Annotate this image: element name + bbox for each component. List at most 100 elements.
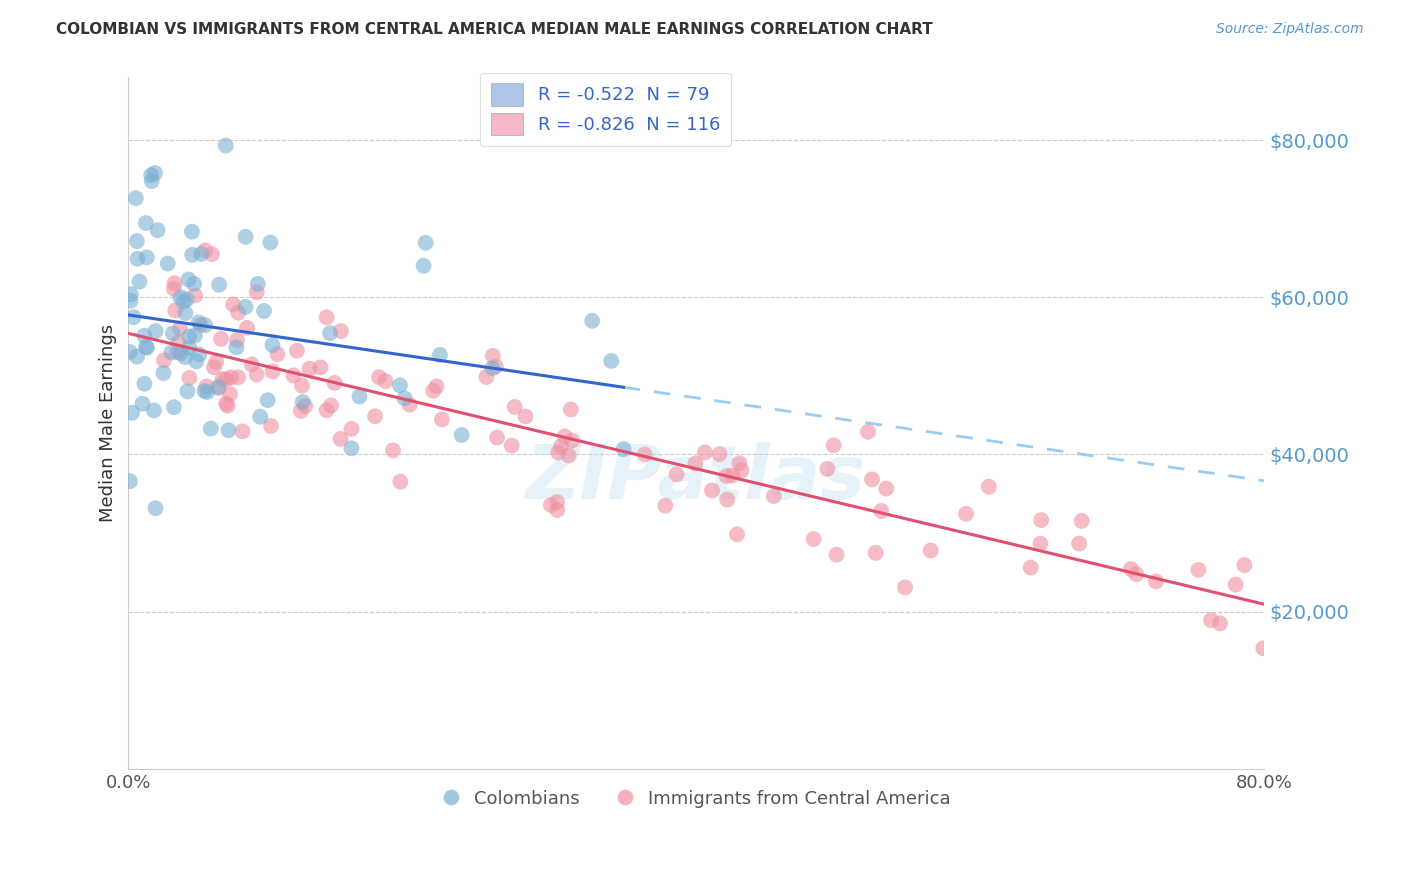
Point — [222, 297, 245, 311]
Point — [141, 168, 163, 182]
Point — [188, 347, 211, 361]
Point — [340, 442, 363, 456]
Point — [825, 548, 848, 562]
Y-axis label: Median Male Earnings: Median Male Earnings — [100, 324, 117, 522]
Point — [219, 370, 242, 384]
Point — [256, 393, 278, 408]
Point — [260, 419, 283, 434]
Point — [803, 532, 825, 546]
Point — [174, 350, 197, 364]
Point — [262, 364, 284, 378]
Point — [725, 527, 748, 541]
Point — [169, 321, 191, 335]
Point — [235, 229, 257, 244]
Point — [195, 384, 218, 399]
Point — [262, 338, 284, 352]
Point — [486, 431, 509, 445]
Point — [121, 406, 143, 420]
Point — [415, 235, 437, 250]
Point — [215, 138, 238, 153]
Point — [546, 495, 568, 509]
Point — [211, 372, 233, 386]
Point — [1019, 560, 1042, 574]
Point — [654, 499, 676, 513]
Point — [143, 403, 166, 417]
Point — [127, 252, 149, 266]
Point — [430, 412, 453, 426]
Point — [236, 321, 259, 335]
Point — [184, 328, 207, 343]
Point — [865, 546, 887, 560]
Point — [1031, 513, 1053, 527]
Point — [208, 277, 231, 292]
Point — [134, 376, 156, 391]
Point — [1253, 641, 1275, 656]
Point — [634, 448, 657, 462]
Point — [329, 324, 352, 338]
Point — [920, 543, 942, 558]
Point — [388, 378, 411, 392]
Point — [294, 399, 316, 413]
Point — [141, 174, 163, 188]
Point — [179, 341, 201, 355]
Point — [700, 483, 723, 498]
Point — [145, 501, 167, 516]
Point — [186, 354, 208, 368]
Point — [200, 421, 222, 435]
Point — [475, 370, 498, 384]
Point — [183, 277, 205, 291]
Point — [190, 318, 212, 332]
Point — [253, 304, 276, 318]
Point — [546, 503, 568, 517]
Point — [870, 504, 893, 518]
Point — [329, 432, 352, 446]
Point — [364, 409, 387, 424]
Point — [561, 434, 583, 448]
Point — [823, 438, 845, 452]
Point — [382, 443, 405, 458]
Point — [291, 395, 314, 409]
Point — [709, 447, 731, 461]
Point — [412, 259, 434, 273]
Point — [153, 353, 176, 368]
Point — [728, 456, 751, 470]
Point — [315, 310, 337, 325]
Point — [481, 361, 503, 376]
Point — [955, 507, 977, 521]
Point — [195, 379, 218, 393]
Point — [163, 400, 186, 414]
Point — [226, 333, 249, 347]
Point — [217, 423, 239, 437]
Point — [1144, 574, 1167, 589]
Point — [169, 290, 191, 304]
Point — [118, 345, 141, 359]
Point — [1233, 558, 1256, 573]
Point — [166, 345, 188, 359]
Point — [135, 216, 157, 230]
Point — [1199, 613, 1222, 627]
Point — [558, 449, 581, 463]
Point — [152, 366, 174, 380]
Point — [193, 384, 215, 398]
Point — [202, 360, 225, 375]
Point — [167, 335, 190, 350]
Point — [259, 235, 281, 250]
Point — [1209, 616, 1232, 631]
Point — [231, 425, 253, 439]
Point — [482, 349, 505, 363]
Point — [315, 403, 337, 417]
Point — [426, 379, 449, 393]
Point — [309, 360, 332, 375]
Point — [217, 399, 239, 413]
Point — [235, 300, 257, 314]
Point — [600, 354, 623, 368]
Point — [163, 277, 186, 291]
Point — [180, 225, 202, 239]
Point — [319, 399, 342, 413]
Point — [815, 462, 838, 476]
Point — [120, 293, 142, 308]
Point — [169, 346, 191, 360]
Point — [215, 372, 238, 386]
Point — [693, 445, 716, 459]
Point — [120, 287, 142, 301]
